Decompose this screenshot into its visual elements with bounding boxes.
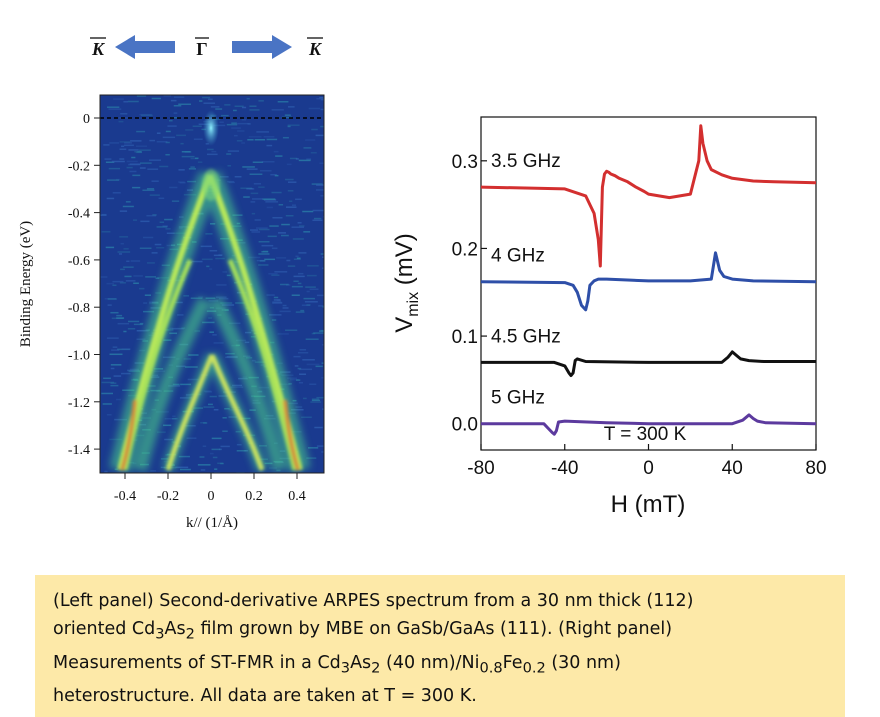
- k-bar-left-label: K: [91, 39, 106, 59]
- x-tick-label: -80: [467, 458, 494, 479]
- arpes-x-tick-label: 0.2: [245, 489, 263, 504]
- caption-line-2: oriented Cd3As2 film grown by MBE on GaS…: [53, 619, 673, 643]
- arpes-y-tick-label: -0.8: [68, 301, 90, 316]
- arpes-panel: K Γ K: [18, 35, 325, 531]
- arpes-y-tick-label: -1.2: [68, 396, 90, 411]
- series-line: [480, 251, 817, 312]
- arpes-spectrum-image: [100, 95, 324, 473]
- arpes-y-tick-label: 0: [83, 112, 90, 127]
- caption-line-3: Measurements of ST-FMR in a Cd3As2 (40 n…: [53, 652, 621, 677]
- arpes-y-tick-label: -1.4: [68, 443, 90, 458]
- series-line: [481, 413, 817, 436]
- arpes-x-tick-label: -0.2: [157, 489, 179, 504]
- arpes-x-tick-label: -0.4: [114, 489, 136, 504]
- arpes-y-tick-label: -1.0: [68, 349, 90, 364]
- arrow-left-icon: [115, 35, 175, 59]
- x-axis-label: H (mT): [611, 491, 686, 518]
- temperature-annotation: T = 300 K: [604, 424, 687, 445]
- y-tick-label: 0.0: [452, 415, 478, 436]
- arpes-y-axis: 0 -0.2 -0.4 -0.6 -0.8 -1.0 -1.2 -1.4: [68, 112, 100, 458]
- x-tick-label: 40: [722, 458, 743, 479]
- x-tick-label: 80: [805, 458, 826, 479]
- arrow-right-icon: [232, 35, 292, 59]
- arpes-y-tick-label: -0.4: [68, 207, 90, 222]
- stfmr-chart: 0.0 0.1 0.2 0.3 -80 -40 0 40 80 3.5 GHz 4 GHz 4.5…: [391, 116, 827, 518]
- figure-caption: (Left panel) Second-derivative ARPES spe…: [35, 575, 845, 717]
- y-tick-label: 0.1: [452, 327, 478, 348]
- arpes-x-axis: -0.4 -0.2 0 0.2 0.4: [114, 473, 306, 504]
- series-line: [480, 124, 817, 268]
- direction-indicator: K Γ K: [90, 35, 323, 59]
- series-label: 4 GHz: [491, 246, 545, 267]
- arpes-x-tick-label: 0.4: [288, 489, 306, 504]
- arpes-y-axis-label: Binding Energy (eV): [18, 221, 34, 347]
- y-tick-label: 0.2: [452, 239, 478, 260]
- series-label: 3.5 GHz: [491, 151, 561, 172]
- caption-line-1: (Left panel) Second-derivative ARPES spe…: [53, 591, 694, 611]
- arpes-y-tick-label: -0.2: [68, 159, 90, 174]
- y-tick-label: 0.3: [452, 152, 478, 173]
- k-bar-right-label: K: [308, 39, 323, 59]
- gamma-bar-label: Γ: [196, 39, 207, 59]
- caption-line-4: heterostructure. All data are taken at T…: [53, 686, 477, 706]
- series-label: 5 GHz: [491, 388, 545, 409]
- x-tick-label: 0: [643, 458, 654, 479]
- series-label: 4.5 GHz: [491, 326, 561, 347]
- arpes-y-tick-label: -0.6: [68, 254, 90, 269]
- series-line: [481, 350, 816, 377]
- y-axis-label: Vmix (mV): [391, 233, 422, 333]
- x-tick-label: -40: [551, 458, 578, 479]
- arpes-x-tick-label: 0: [208, 489, 215, 504]
- arpes-x-axis-label: k// (1/Å): [186, 515, 238, 531]
